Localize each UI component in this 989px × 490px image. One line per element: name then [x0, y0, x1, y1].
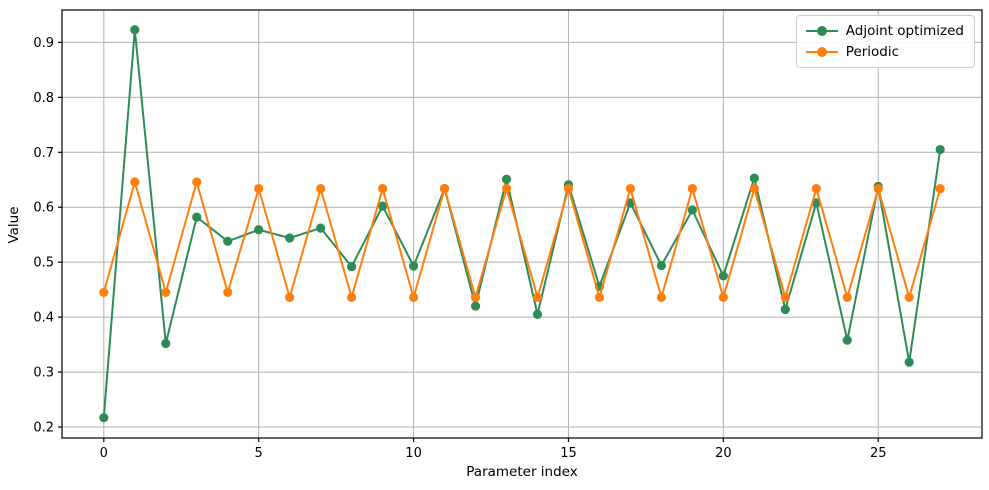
legend-label: Adjoint optimized: [845, 23, 964, 39]
svg-text:10: 10: [405, 446, 422, 461]
legend-item-adjoint-optimized: Adjoint optimized: [805, 23, 964, 39]
svg-text:0.7: 0.7: [33, 146, 54, 161]
svg-text:0.4: 0.4: [33, 311, 54, 326]
legend: Adjoint optimized Periodic: [795, 15, 975, 68]
svg-text:25: 25: [870, 446, 887, 461]
svg-text:0.8: 0.8: [33, 91, 54, 106]
legend-label: Periodic: [845, 44, 900, 60]
svg-text:15: 15: [560, 446, 577, 461]
x-axis-label: Parameter index: [466, 464, 578, 480]
svg-text:0: 0: [100, 446, 108, 461]
svg-text:0.3: 0.3: [33, 366, 54, 381]
legend-line-marker-icon: [805, 47, 838, 57]
legend-line-marker-icon: [805, 26, 838, 36]
y-axis-label: Value: [6, 206, 22, 244]
svg-text:0.5: 0.5: [33, 256, 54, 271]
svg-text:0.9: 0.9: [33, 36, 54, 51]
svg-text:5: 5: [255, 446, 263, 461]
legend-item-periodic: Periodic: [805, 44, 964, 60]
svg-text:0.6: 0.6: [33, 201, 54, 216]
svg-text:20: 20: [715, 446, 732, 461]
svg-text:0.2: 0.2: [33, 421, 54, 436]
